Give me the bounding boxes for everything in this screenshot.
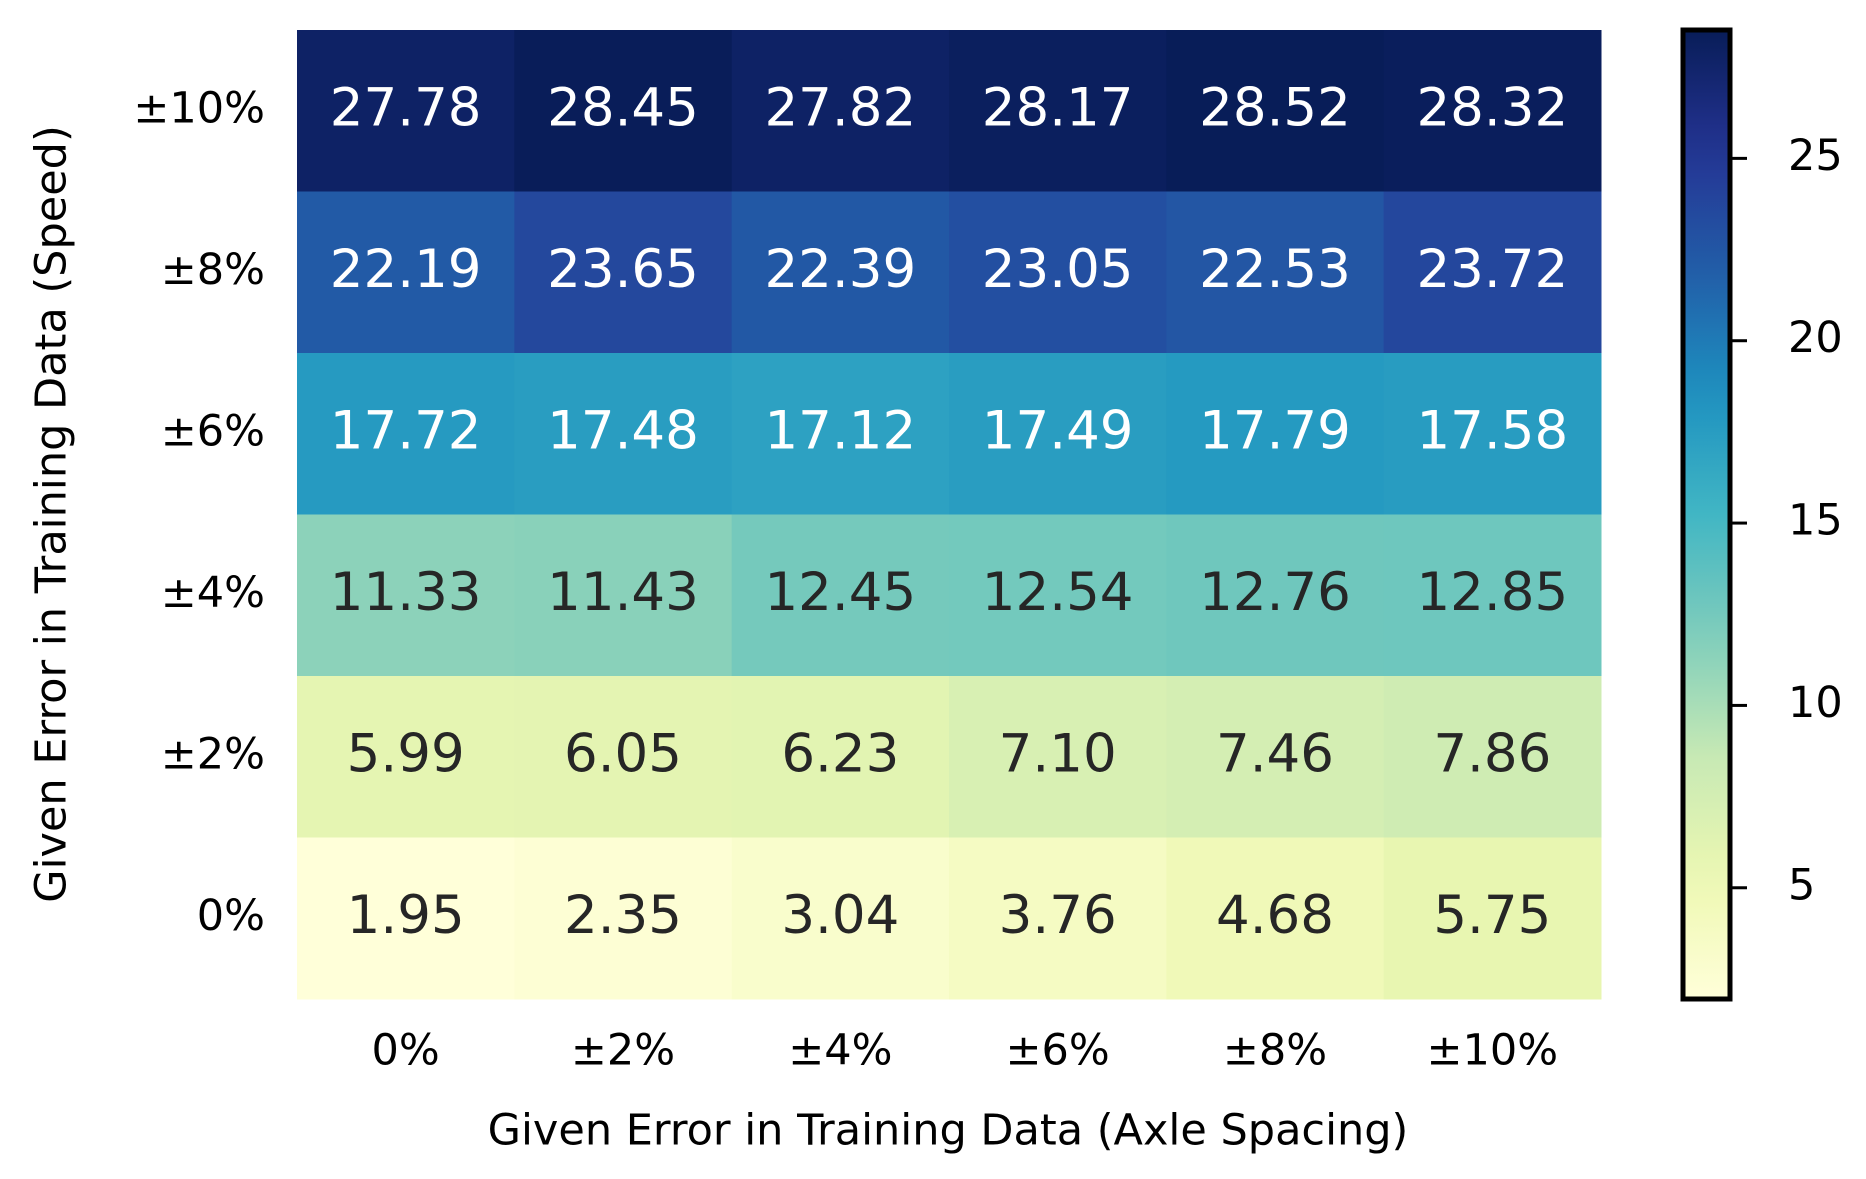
cell-label: 6.05: [564, 723, 682, 784]
cell-label: 11.33: [330, 562, 482, 623]
heatmap-cell: [1383, 837, 1602, 1000]
heatmap-cell: [1383, 353, 1602, 515]
heatmap-cell: [514, 514, 733, 677]
x-axis-title: Given Error in Training Data (Axle Spaci…: [488, 1106, 1409, 1156]
heatmap-cell: [731, 353, 950, 515]
heatmap-cell: [949, 30, 1167, 192]
heatmap-cell: [1166, 30, 1385, 192]
heatmap-cell: [297, 30, 515, 192]
cell-label: 17.58: [1416, 400, 1568, 461]
colorbar-tick-label: 25: [1788, 131, 1843, 181]
cell-label: 22.19: [330, 239, 482, 300]
heatmap-cell: [1383, 30, 1602, 192]
heatmap-cell: [1383, 191, 1602, 354]
x-tick-label: ±10%: [1427, 1026, 1559, 1076]
heatmap-cell: [1166, 514, 1385, 677]
cell-label: 28.17: [982, 77, 1134, 138]
heatmap-cell: [731, 676, 950, 838]
cell-label: 12.45: [764, 562, 916, 623]
cell-label: 12.76: [1199, 562, 1351, 623]
heatmap-cell: [1383, 676, 1602, 838]
heatmap-cell: [514, 837, 733, 1000]
heatmap-cell: [731, 191, 950, 354]
cell-label: 7.10: [999, 723, 1117, 784]
x-tick-label: ±8%: [1223, 1026, 1327, 1076]
cell-label: 17.49: [982, 400, 1134, 461]
heatmap-cell: [1166, 191, 1385, 354]
cell-label: 23.65: [547, 239, 699, 300]
heatmap-cell: [949, 676, 1167, 838]
y-tick-label: 0%: [197, 891, 265, 941]
cell-label: 11.43: [547, 562, 699, 623]
cell-label: 17.12: [764, 400, 916, 461]
cell-label: 5.99: [347, 723, 465, 784]
x-tick-label: ±6%: [1006, 1026, 1110, 1076]
y-tick-label: ±10%: [133, 83, 265, 133]
cell-label: 2.35: [564, 885, 682, 946]
cell-label: 7.86: [1433, 723, 1551, 784]
cell-label: 4.68: [1216, 885, 1334, 946]
heatmap-cell: [731, 514, 950, 677]
cell-label: 28.52: [1199, 77, 1351, 138]
cell-label: 3.04: [781, 885, 899, 946]
heatmap-cell: [949, 191, 1167, 354]
cell-label: 17.72: [330, 400, 482, 461]
cell-label: 6.23: [781, 723, 899, 784]
heatmap-cell: [514, 353, 733, 515]
heatmap-cell: [514, 676, 733, 838]
y-tick-label: ±6%: [161, 406, 265, 456]
heatmap-cell: [1166, 676, 1385, 838]
cell-label: 17.79: [1199, 400, 1351, 461]
cell-label: 23.05: [982, 239, 1134, 300]
heatmap-cell: [1166, 353, 1385, 515]
y-axis-title: Given Error in Training Data (Speed): [27, 125, 77, 902]
cell-label: 12.85: [1416, 562, 1568, 623]
heatmap-cell: [949, 514, 1167, 677]
heatmap-cell: [297, 353, 515, 515]
heatmap-cell: [949, 837, 1167, 1000]
cell-label: 17.48: [547, 400, 699, 461]
colorbar-tick-label: 10: [1788, 678, 1843, 728]
x-tick-label: ±2%: [571, 1026, 675, 1076]
y-tick-label: ±4%: [161, 568, 265, 618]
cell-label: 28.45: [547, 77, 699, 138]
heatmap-cell: [1166, 837, 1385, 1000]
heatmap-cell: [949, 353, 1167, 515]
cell-label: 22.39: [764, 239, 916, 300]
heatmap-cell: [731, 837, 950, 1000]
heatmap-cell: [297, 514, 515, 677]
heatmap-cell: [514, 30, 733, 192]
heatmap-cell: [297, 837, 515, 1000]
cell-label: 27.82: [764, 77, 916, 138]
cell-label: 27.78: [330, 77, 482, 138]
colorbar-tick-label: 20: [1788, 313, 1843, 363]
x-tick-label: 0%: [372, 1026, 440, 1076]
cell-label: 22.53: [1199, 239, 1351, 300]
cell-label: 12.54: [982, 562, 1134, 623]
cell-label: 1.95: [347, 885, 465, 946]
cell-label: 7.46: [1216, 723, 1334, 784]
cell-label: 5.75: [1433, 885, 1551, 946]
heatmap-cell: [514, 191, 733, 354]
colorbar-tick-label: 15: [1788, 496, 1843, 546]
y-tick-label: ±2%: [161, 729, 265, 779]
cell-label: 23.72: [1416, 239, 1568, 300]
y-tick-label: ±8%: [161, 245, 265, 295]
cell-label: 3.76: [999, 885, 1117, 946]
colorbar-tick-label: 5: [1788, 860, 1815, 910]
heatmap-cell: [731, 30, 950, 192]
heatmap-cell: [297, 676, 515, 838]
heatmap-cell: [1383, 514, 1602, 677]
cell-label: 28.32: [1416, 77, 1568, 138]
colorbar: [1680, 27, 1733, 1002]
heatmap-cell: [297, 191, 515, 354]
x-tick-label: ±4%: [788, 1026, 892, 1076]
